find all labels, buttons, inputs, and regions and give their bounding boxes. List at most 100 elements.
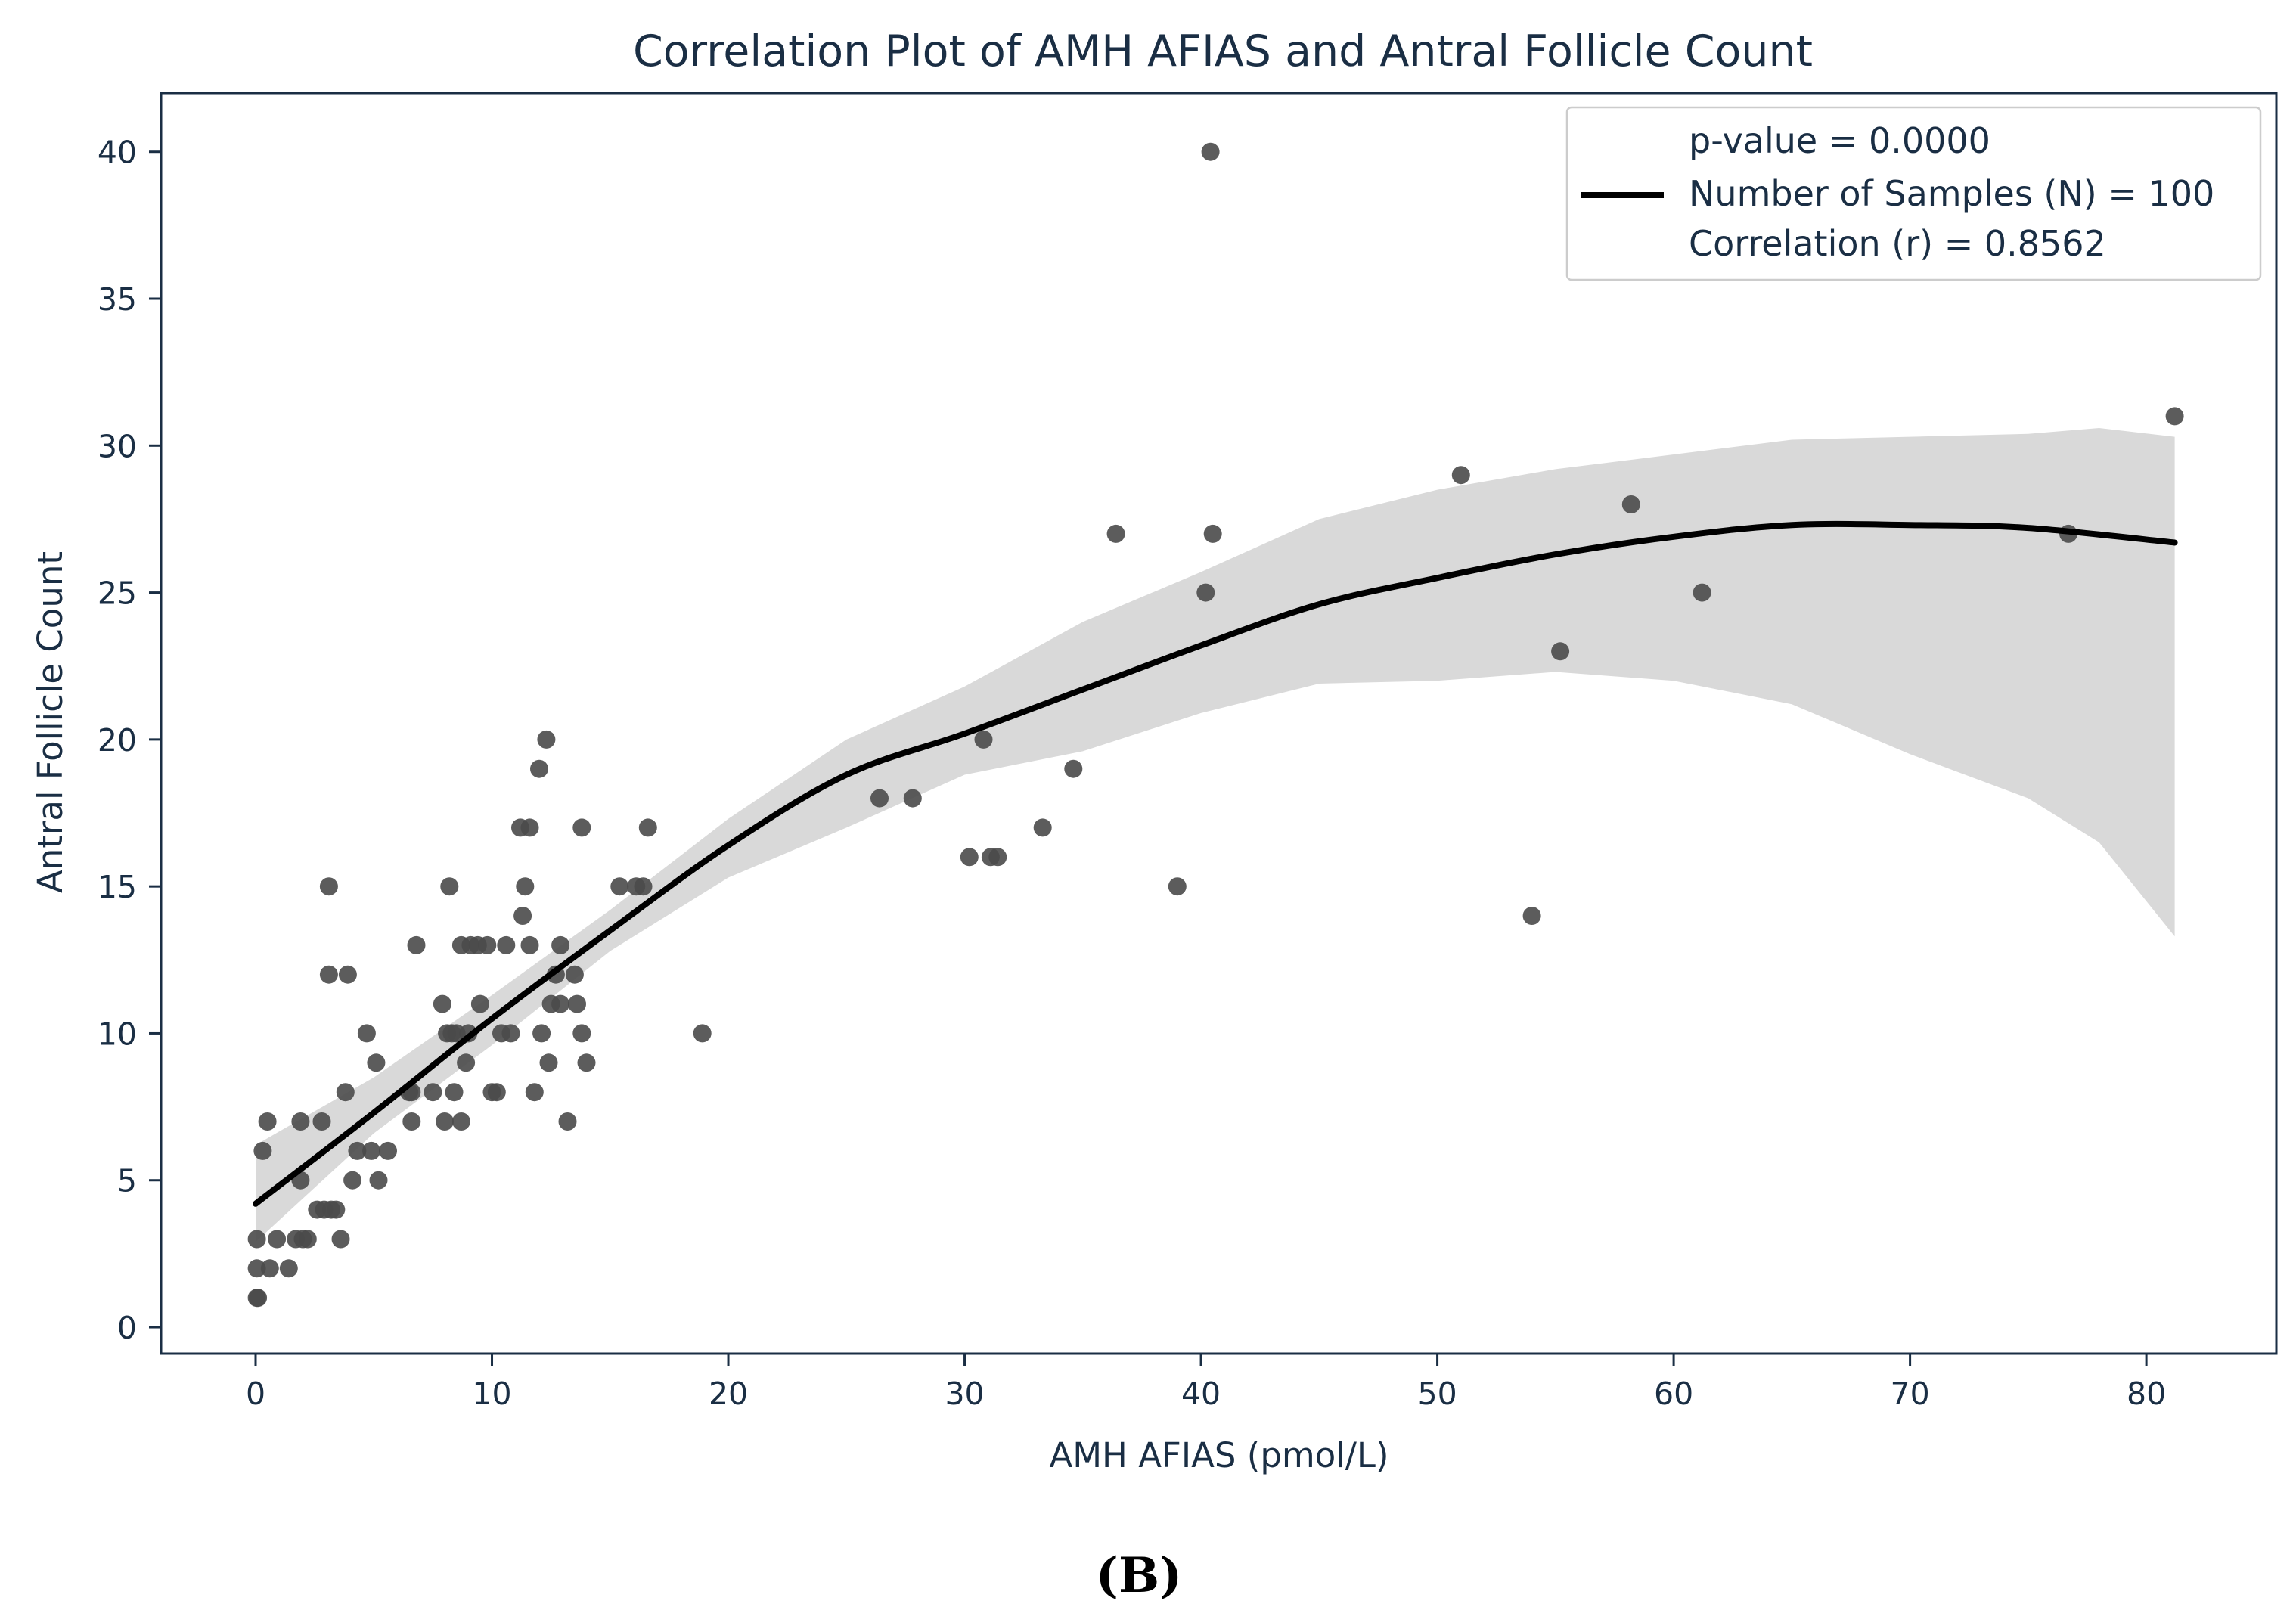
fit-line (253, 520, 2178, 1207)
scatter-point (331, 1230, 350, 1249)
scatter-point (258, 1112, 277, 1131)
confidence-band (256, 428, 2175, 1242)
y-tick-label: 5 (117, 1163, 137, 1199)
scatter-point (551, 935, 570, 954)
scatter-point (249, 1289, 268, 1308)
y-tick-label: 40 (98, 135, 137, 171)
scatter-point (457, 1053, 476, 1072)
x-axis-label: AMH AFIAS (pmol/L) (1049, 1435, 1388, 1475)
scatter-point (1621, 495, 1640, 513)
scatter-point (960, 848, 979, 867)
y-tick-label: 30 (98, 428, 137, 464)
scatter-point (478, 935, 497, 954)
y-tick-label: 35 (98, 281, 137, 318)
scatter-point (1196, 583, 1215, 602)
scatter-point (319, 877, 338, 896)
scatter-point (362, 1141, 381, 1160)
scatter-point (558, 1112, 577, 1131)
scatter-point (1106, 524, 1125, 543)
scatter-point (451, 1112, 470, 1131)
scatter-point (440, 877, 459, 896)
y-axis-ticks: 0 5 10 15 20 25 30 35 40 (98, 135, 161, 1346)
figure-caption: (B) (1096, 1547, 1183, 1604)
scatter-point (572, 818, 591, 837)
legend: p-value = 0.0000 Number of Samples (N) =… (1565, 106, 2262, 281)
scatter-point (610, 877, 629, 896)
x-tick-label: 80 (2127, 1376, 2166, 1412)
scatter-point (470, 994, 489, 1013)
chart-title: Correlation Plot of AMH AFIAS and Antral… (633, 26, 1813, 76)
x-tick-label: 60 (1654, 1376, 1693, 1412)
scatter-point (565, 965, 584, 984)
scatter-point (343, 1171, 362, 1190)
x-axis-ticks: 0 10 20 30 40 50 60 70 80 (246, 1354, 2166, 1412)
scatter-point (520, 935, 539, 954)
legend-box (1565, 106, 2262, 281)
scatter-point (577, 1053, 596, 1072)
scatter-point (1451, 466, 1470, 485)
y-tick-label: 20 (98, 722, 137, 758)
scatter-point (369, 1171, 388, 1190)
legend-entry-r: Correlation (r) = 0.8562 (1689, 223, 2106, 264)
scatter-point (407, 935, 426, 954)
scatter-point (336, 1083, 355, 1102)
scatter-point (516, 877, 535, 896)
scatter-point (988, 848, 1007, 867)
scatter-point (298, 1230, 317, 1249)
scatter-point (501, 1024, 520, 1043)
scatter-point (903, 789, 922, 808)
scatter-point (424, 1083, 442, 1102)
scatter-point (572, 1024, 591, 1043)
scatter-point (402, 1112, 421, 1131)
scatter-point (279, 1259, 298, 1278)
x-tick-label: 20 (709, 1376, 748, 1412)
scatter-point (551, 994, 570, 1013)
scatter-point (532, 1024, 551, 1043)
fit-line-layer (253, 520, 2178, 1207)
scatter-point (1693, 583, 1711, 602)
legend-entry-n: Number of Samples (N) = 100 (1689, 173, 2214, 214)
x-tick-label: 30 (945, 1376, 984, 1412)
x-tick-label: 50 (1417, 1376, 1457, 1412)
scatter-point (520, 818, 539, 837)
scatter-point (436, 1112, 454, 1131)
scatter-point (367, 1053, 386, 1072)
scatter-point (1201, 142, 1220, 161)
scatter-point (537, 730, 556, 749)
scatter-point (338, 965, 357, 984)
scatter-point (638, 818, 657, 837)
scatter-point (379, 1141, 397, 1160)
scatter-point (1064, 759, 1083, 778)
scatter-point (568, 994, 586, 1013)
plot-frame (160, 92, 2278, 1355)
legend-entry-pvalue: p-value = 0.0000 (1689, 120, 1990, 161)
scatter-point (247, 1259, 266, 1278)
scatter-point (1168, 877, 1187, 896)
scatter-point (253, 1141, 272, 1160)
scatter-point (247, 1230, 266, 1249)
scatter-points-layer (247, 142, 2184, 1308)
y-tick-label: 0 (117, 1310, 137, 1346)
y-tick-label: 15 (98, 869, 137, 905)
x-tick-label: 70 (1891, 1376, 1930, 1412)
scatter-point (445, 1083, 464, 1102)
scatter-point (1522, 907, 1541, 925)
scatter-point (530, 759, 548, 778)
x-tick-label: 10 (472, 1376, 511, 1412)
scatter-point (1203, 524, 1222, 543)
y-tick-label: 10 (98, 1016, 137, 1052)
scatter-point (268, 1230, 287, 1249)
scatter-point (327, 1200, 346, 1219)
scatter-point (525, 1083, 544, 1102)
scatter-point (433, 994, 451, 1013)
scatter-point (634, 877, 653, 896)
y-tick-label: 25 (98, 575, 137, 612)
scatter-point (357, 1024, 376, 1043)
scatter-point (870, 789, 889, 808)
scatter-point (487, 1083, 506, 1102)
scatter-point (974, 730, 993, 749)
x-tick-label: 0 (246, 1376, 265, 1412)
scatter-point (260, 1259, 279, 1278)
scatter-point (1551, 642, 1570, 661)
